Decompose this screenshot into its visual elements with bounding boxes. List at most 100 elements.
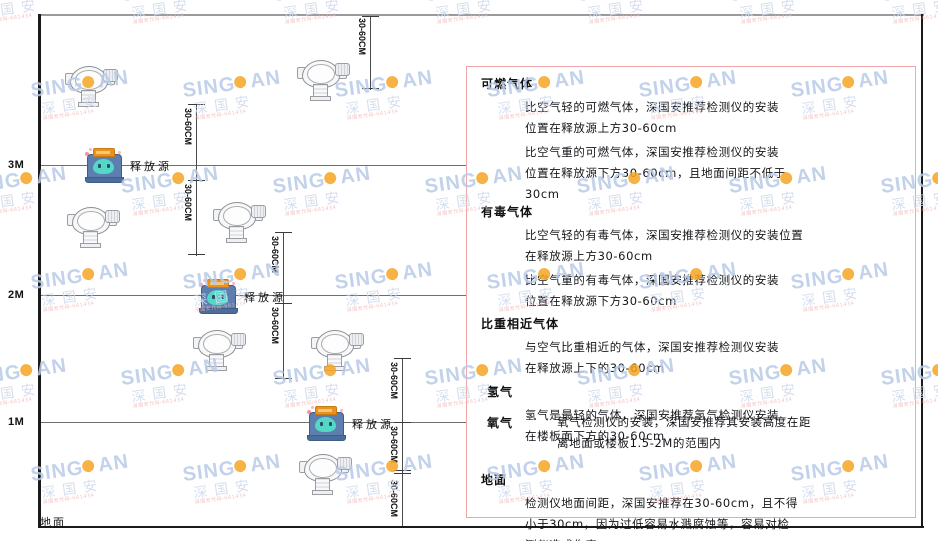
- watermark-dot-icon: [19, 171, 33, 185]
- watermark-text: SING: [119, 360, 175, 391]
- watermark-cn-text: 深国安: [40, 285, 106, 310]
- dim-axis-lower: [402, 358, 403, 526]
- watermark-cn-text: 深国安: [586, 0, 652, 22]
- watermark-text: SING: [271, 168, 327, 199]
- watermark-text: SING: [575, 0, 631, 7]
- watermark-cn-text: 深国安: [130, 381, 196, 406]
- dim-tick-upper-2: [188, 180, 205, 181]
- section-para-ground: 检测仪地面间距，深国安推荐在30-60cm，且不得 小于30cm，因为过低容易水…: [525, 496, 798, 541]
- dim-tick-middle-3: [275, 378, 292, 379]
- dim-text-lower-1: 30-60CM: [389, 362, 399, 400]
- watermark-text: SING: [333, 264, 389, 295]
- watermark-text: SING: [181, 72, 237, 103]
- watermark-cn-text: 深国安: [344, 477, 410, 502]
- watermark-dot-icon: [931, 363, 938, 377]
- section-para-oxygen: 氧气检测仪的安装，深国安推荐其安装高度在距 离地面或楼板1.5-2M的范围内: [557, 415, 812, 450]
- release-source-label: 释放源: [130, 160, 172, 173]
- dim-tick-top-2: [362, 88, 379, 89]
- section-heading-oxygen: 氧气: [487, 416, 514, 430]
- level-line-3m: [41, 165, 466, 166]
- level-line-1m: [41, 422, 466, 423]
- watermark-cn-text: 深国安: [738, 0, 804, 22]
- frame-left-border: [38, 14, 41, 528]
- gas-detector-icon: [66, 205, 120, 248]
- dim-tick-top-1: [362, 16, 379, 17]
- watermark-dot-icon: [171, 363, 185, 377]
- watermark-cn-text: 深国安: [282, 189, 348, 214]
- watermark-cn-text: 深国安: [282, 0, 348, 22]
- gas-detector-icon: [310, 328, 364, 371]
- gas-detector-icon: [212, 200, 266, 243]
- watermark-dot-icon: [233, 459, 247, 473]
- watermark-text: AN: [400, 66, 435, 93]
- watermark-text: SING: [0, 0, 23, 7]
- watermark-sub-text: 深国安代码-661434: [194, 108, 247, 122]
- release-source-label: 释放源: [244, 291, 286, 304]
- release-source-icon: [306, 406, 346, 441]
- watermark-dot-icon: [19, 363, 33, 377]
- dim-text-upper-1: 30-60CM: [183, 108, 193, 146]
- watermark-dot-icon: [323, 171, 337, 185]
- watermark-cn-text: 深国安: [890, 0, 938, 22]
- frame-bottom-border: [38, 526, 924, 528]
- watermark-text: SING: [0, 168, 23, 199]
- section-heading-hydrogen: 氢气: [487, 385, 514, 399]
- gas-detector-icon: [296, 58, 350, 101]
- dim-tick-lower-1: [394, 358, 411, 359]
- section-heading-similar-density: 比重相近气体: [481, 317, 560, 331]
- dim-text-top-1: 30-60CM: [357, 18, 367, 56]
- dim-axis-middle: [283, 232, 284, 380]
- watermark-sub-text: 深国安代码-661434: [0, 12, 33, 26]
- watermark-sub-text: 深国安代码-661434: [194, 492, 247, 506]
- watermark-sub-text: 深国安代码-661434: [284, 204, 337, 218]
- watermark-sub-text: 深国安代码-661434: [42, 300, 95, 314]
- watermark-cn-text: 深国安: [40, 477, 106, 502]
- watermark-dot-icon: [385, 75, 399, 89]
- watermark-dot-icon: [385, 267, 399, 281]
- watermark-cn-text: 深国安: [0, 381, 44, 406]
- watermark-dot-icon: [931, 171, 938, 185]
- watermark-sub-text: 深国安代码-661434: [346, 300, 399, 314]
- section-heading-toxic: 有毒气体: [481, 205, 534, 219]
- watermark-cn-text: 深国安: [192, 477, 258, 502]
- dim-text-middle-2: 30-60CM: [270, 307, 280, 345]
- watermark-text: AN: [96, 258, 131, 285]
- gas-detector-icon: [192, 328, 246, 371]
- level-label-3m: 3M: [8, 159, 25, 171]
- watermark-text: SING: [181, 456, 237, 487]
- section-para-flammable-light: 比空气轻的可燃气体，深国安推荐检测仪的安装 位置在释放源上方30-60cm: [525, 100, 780, 135]
- watermark-dot-icon: [81, 267, 95, 281]
- watermark-cn-text: 深国安: [0, 0, 44, 22]
- watermark-sub-text: 深国安代码-661434: [42, 492, 95, 506]
- section-para-flammable-heavy: 比空气重的可燃气体，深国安推荐检测仪的安装 位置在释放源下方30-60cm，且地…: [525, 145, 786, 201]
- frame-top-border: [38, 14, 924, 16]
- gas-detector-icon: [64, 64, 118, 107]
- watermark-text: AN: [248, 66, 283, 93]
- release-source-label: 释放源: [352, 418, 394, 431]
- level-label-1m: 1M: [8, 416, 25, 428]
- watermark-sub-text: 深国安代码-661434: [0, 396, 33, 410]
- guidelines-panel: 可燃气体 比空气轻的可燃气体，深国安推荐检测仪的安装 位置在释放源上方30-60…: [466, 66, 916, 541]
- dim-tick-middle-2: [275, 303, 292, 304]
- ground-label: 地面: [40, 516, 66, 529]
- frame-right-border: [921, 14, 923, 528]
- watermark-sub-text: 深国安代码-661434: [132, 204, 185, 218]
- section-para-hydrogen: 氢气是最轻的气体，深国安推荐氢气检测仪安装 在楼板面下方的30-60cm: [525, 408, 780, 443]
- watermark-text: AN: [400, 258, 435, 285]
- watermark-cn-text: 深国安: [344, 285, 410, 310]
- watermark-dot-icon: [233, 75, 247, 89]
- watermark-text: SING: [271, 0, 327, 7]
- level-line-2m: [41, 295, 466, 296]
- dim-text-upper-2: 30-60CM: [183, 184, 193, 222]
- watermark-text: AN: [400, 450, 435, 477]
- dim-tick-middle-1: [275, 232, 292, 233]
- watermark-cn-text: 深国安: [434, 0, 500, 22]
- section-heading-ground: 地面: [481, 473, 508, 487]
- watermark-text: SING: [0, 360, 23, 391]
